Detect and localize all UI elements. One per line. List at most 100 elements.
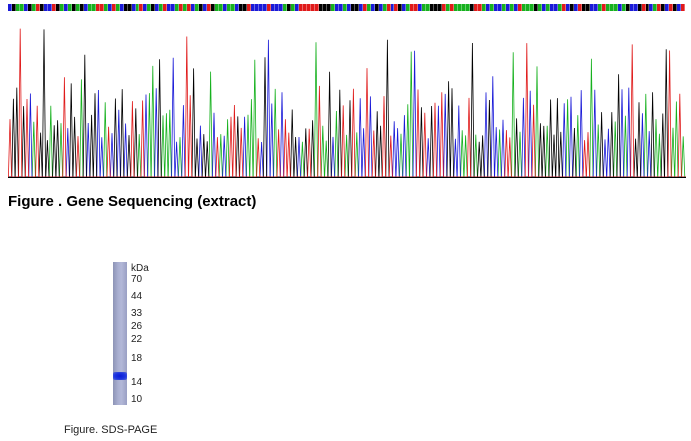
base-call-cell [91, 4, 96, 11]
base-call-cell [302, 4, 307, 11]
base-call-cell [673, 4, 678, 11]
base-call-cell [597, 4, 602, 11]
base-call-cell [390, 4, 395, 11]
base-call-cell [490, 4, 495, 11]
base-call-cell [39, 4, 44, 11]
base-call-cell [55, 4, 60, 11]
base-call-cell [51, 4, 56, 11]
marker-label-44: 44 [131, 291, 143, 302]
base-call-cell [310, 4, 315, 11]
base-call-cell [621, 4, 626, 11]
base-call-cell [514, 4, 518, 11]
base-call-cell [207, 4, 212, 11]
base-call-cell [159, 4, 164, 11]
base-call-cell [482, 4, 487, 11]
base-call-cell [290, 4, 295, 11]
base-call-cell [143, 4, 148, 11]
base-call-cell [529, 4, 534, 11]
base-call-cell [470, 4, 475, 11]
base-call-cell [406, 4, 411, 11]
kda-unit-label: kDa [131, 263, 149, 274]
base-call-cell [374, 4, 379, 11]
base-call-cell [151, 4, 156, 11]
base-call-cell [231, 4, 236, 11]
base-call-strip [8, 4, 686, 11]
base-call-cell [187, 4, 192, 11]
base-call-cell [665, 4, 670, 11]
base-call-cell [318, 4, 323, 11]
base-call-cell [330, 4, 335, 11]
base-call-cell [135, 4, 140, 11]
base-call-cell [518, 4, 522, 11]
base-call-cell [314, 4, 319, 11]
base-call-cell [394, 4, 399, 11]
base-call-cell [131, 4, 136, 11]
base-call-cell [474, 4, 479, 11]
base-call-cell [99, 4, 104, 11]
base-call-cell [103, 4, 108, 11]
base-call-cell [282, 4, 287, 11]
marker-label-33: 33 [131, 308, 143, 319]
base-call-cell [270, 4, 275, 11]
base-call-cell [63, 4, 68, 11]
base-call-cell [438, 4, 443, 11]
chromatogram-baseline [8, 177, 686, 178]
base-call-cell [219, 4, 224, 11]
base-call-cell [533, 4, 538, 11]
base-call-cell [633, 4, 638, 11]
base-call-cell [362, 4, 367, 11]
base-call-cell [155, 4, 160, 11]
base-call-cell [569, 4, 574, 11]
base-call-cell [251, 4, 256, 11]
base-call-cell [322, 4, 327, 11]
base-call-cell [119, 4, 124, 11]
base-call-cell [366, 4, 371, 11]
marker-label-22: 22 [131, 334, 143, 345]
base-call-cell [11, 4, 16, 11]
base-call-cell [657, 4, 662, 11]
base-call-cell [581, 4, 586, 11]
base-call-cell [418, 4, 423, 11]
base-call-cell [255, 4, 260, 11]
base-call-cell [629, 4, 634, 11]
base-call-cell [95, 4, 100, 11]
base-call-cell [139, 4, 144, 11]
base-call-cell [454, 4, 459, 11]
base-call-cell [645, 4, 650, 11]
protein-band [113, 372, 127, 380]
base-call-cell [67, 4, 72, 11]
base-call-cell [195, 4, 200, 11]
base-call-cell [398, 4, 403, 11]
base-call-cell [215, 4, 220, 11]
base-call-cell [577, 4, 582, 11]
base-call-cell [354, 4, 359, 11]
base-call-cell [266, 4, 271, 11]
base-call-cell [278, 4, 283, 11]
base-call-cell [553, 4, 558, 11]
base-call-cell [19, 4, 24, 11]
base-call-cell [613, 4, 618, 11]
base-call-cell [23, 4, 28, 11]
base-call-cell [478, 4, 483, 11]
base-call-cell [306, 4, 311, 11]
base-call-cell [47, 4, 52, 11]
base-call-cell [15, 4, 20, 11]
base-call-cell [115, 4, 120, 11]
base-call-cell [386, 4, 391, 11]
base-call-cell [382, 4, 387, 11]
base-call-cell [370, 4, 375, 11]
base-call-cell [402, 4, 407, 11]
base-call-cell [486, 4, 491, 11]
base-call-cell [27, 4, 32, 11]
base-call-cell [410, 4, 415, 11]
base-call-cell [243, 4, 248, 11]
base-call-cell [326, 4, 331, 11]
base-call-cell [274, 4, 279, 11]
base-call-cell [414, 4, 419, 11]
base-call-cell [450, 4, 455, 11]
base-call-cell [605, 4, 610, 11]
base-call-cell [147, 4, 152, 11]
base-call-cell [31, 4, 36, 11]
base-call-cell [111, 4, 116, 11]
base-call-cell [541, 4, 546, 11]
